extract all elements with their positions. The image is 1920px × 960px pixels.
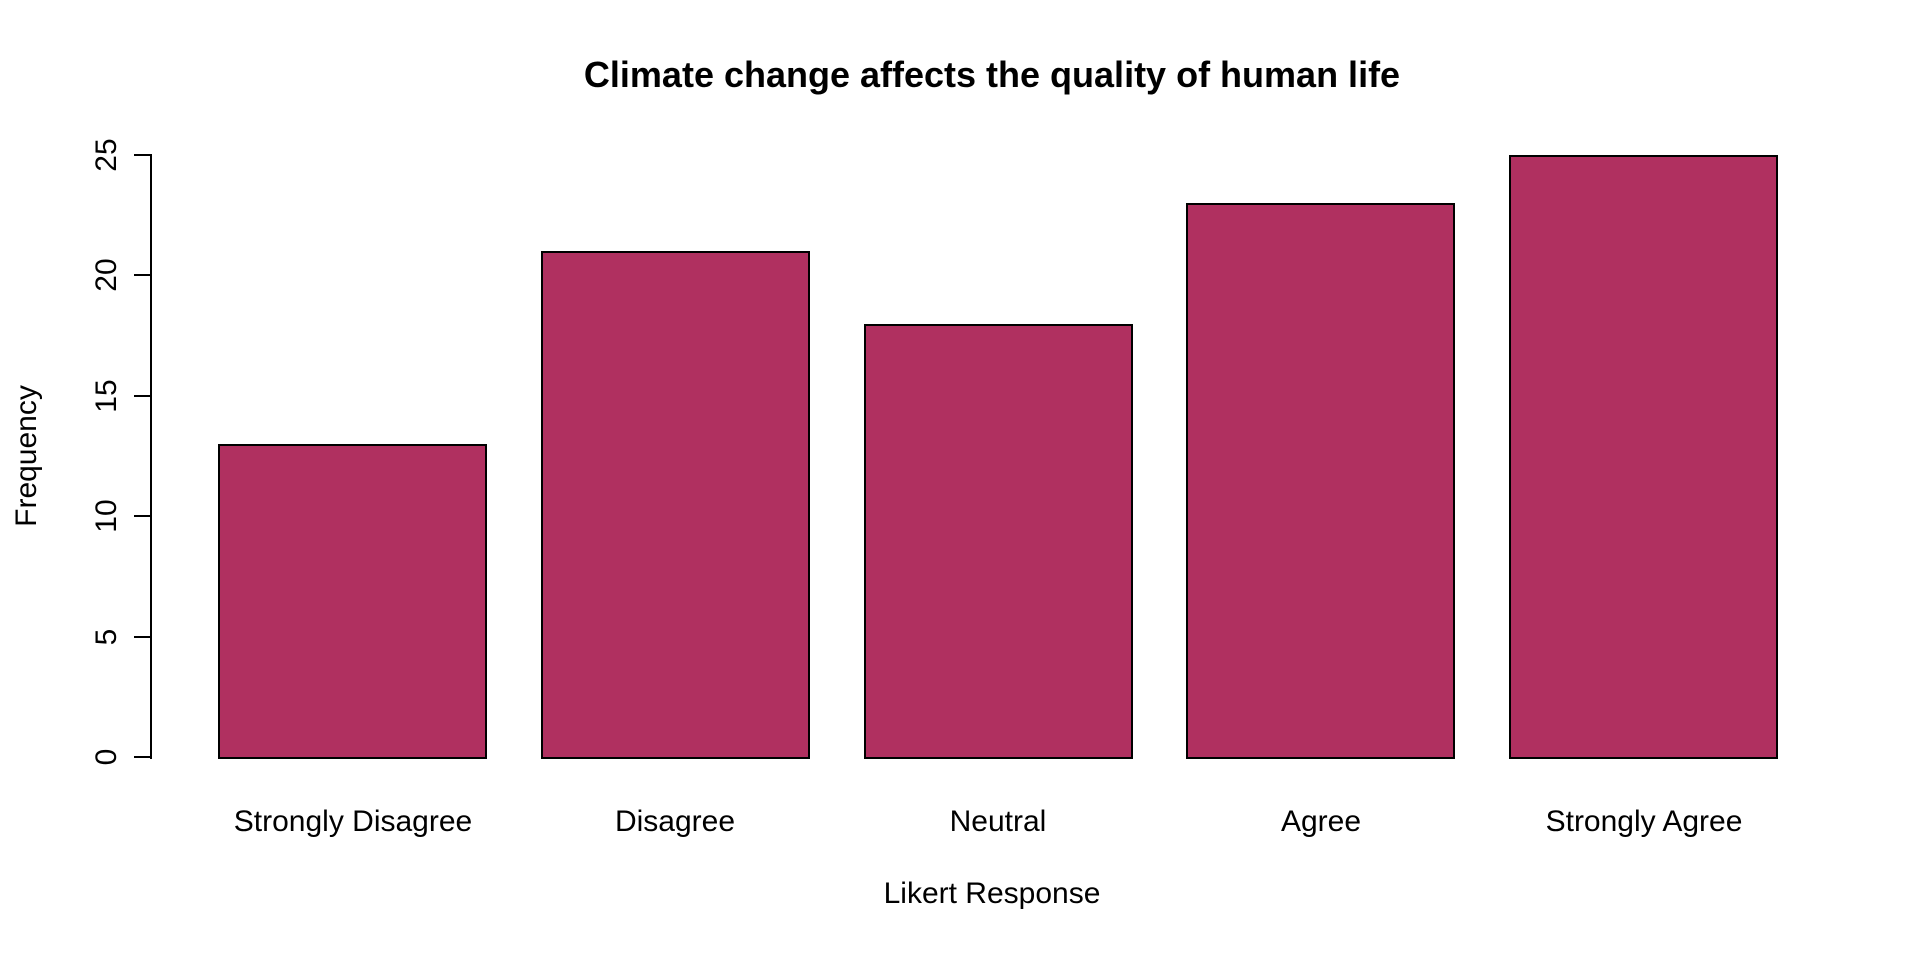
- bar-strongly-disagree: [218, 444, 487, 759]
- bar-neutral: [864, 324, 1133, 759]
- x-axis-title: Likert Response: [883, 877, 1101, 910]
- y-axis-tick-label: 0: [90, 748, 123, 766]
- y-axis-line: [150, 154, 152, 759]
- y-axis-tick-label: 15: [90, 379, 123, 413]
- y-axis-tick-mark: [134, 274, 152, 276]
- y-axis-title: Frequency: [10, 385, 43, 527]
- x-axis-category-label: Agree: [1280, 805, 1362, 838]
- bar-strongly-agree: [1509, 155, 1778, 759]
- y-axis-tick-mark: [134, 756, 152, 758]
- y-axis-tick-mark: [134, 636, 152, 638]
- x-axis-category-label: Disagree: [614, 805, 736, 838]
- chart-title: Climate change affects the quality of hu…: [583, 54, 1401, 95]
- x-axis-category-label: Neutral: [949, 805, 1047, 838]
- y-axis-tick-mark: [134, 515, 152, 517]
- x-axis-category-label: Strongly Agree: [1545, 805, 1743, 838]
- bar-agree: [1186, 203, 1455, 759]
- y-axis-tick-mark: [134, 395, 152, 397]
- y-axis-tick-label: 10: [90, 499, 123, 533]
- x-axis-category-label: Strongly Disagree: [233, 805, 473, 838]
- y-axis-tick-mark: [134, 154, 152, 156]
- y-axis-tick-label: 25: [90, 138, 123, 172]
- bar-disagree: [541, 251, 810, 759]
- y-axis-tick-label: 20: [90, 258, 123, 292]
- y-axis-tick-label: 5: [90, 628, 123, 646]
